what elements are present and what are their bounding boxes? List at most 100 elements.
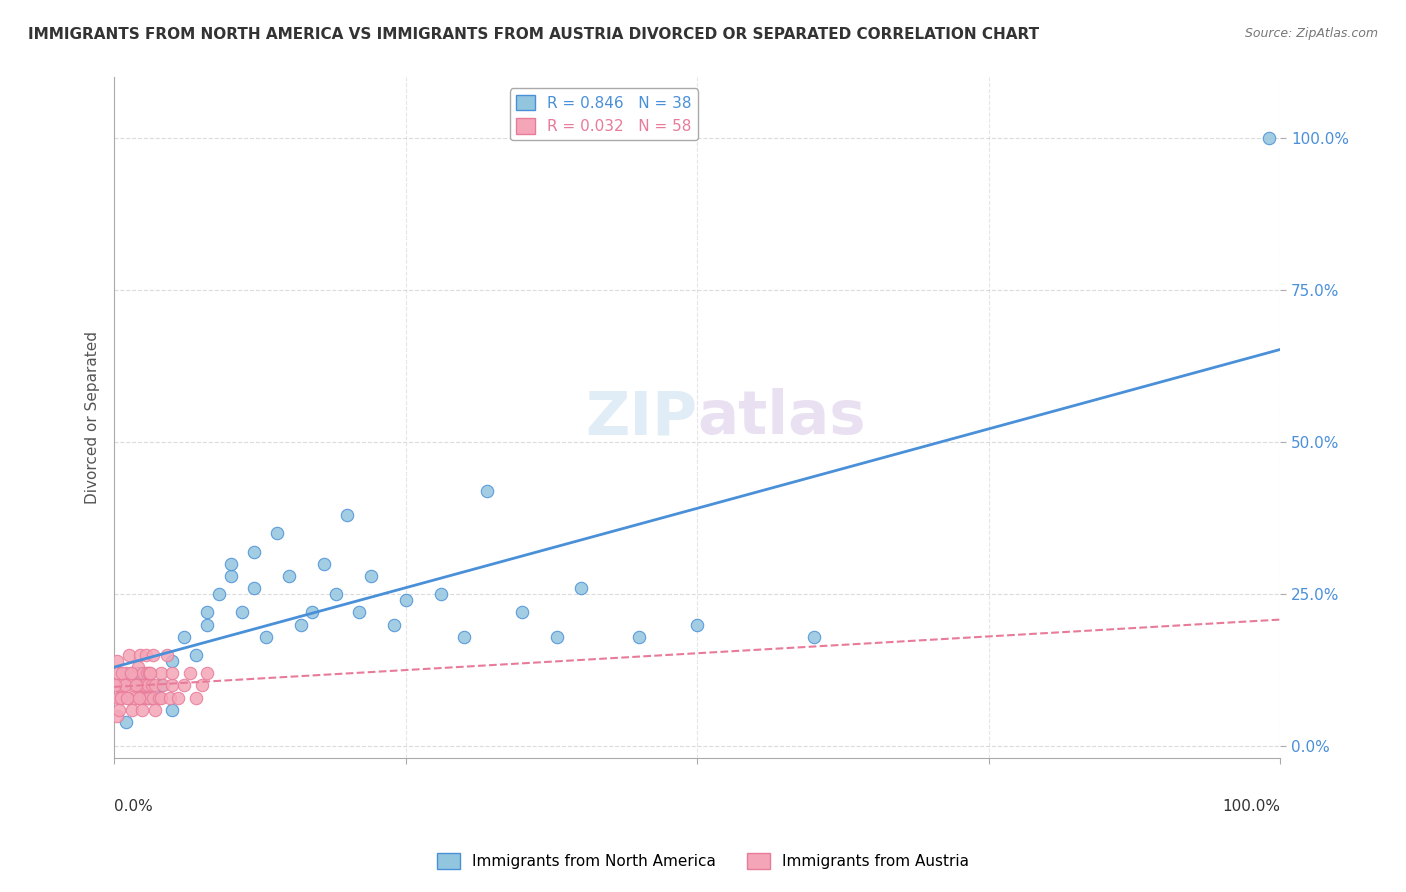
Point: [107, 690, 129, 705]
Point: [118, 648, 141, 662]
Legend: R = 0.846   N = 38, R = 0.032   N = 58: R = 0.846 N = 38, R = 0.032 N = 58: [510, 88, 697, 140]
Point: [121, 666, 143, 681]
Point: [111, 666, 134, 681]
Point: [131, 703, 153, 717]
Point: [159, 690, 181, 705]
Point: [162, 654, 184, 668]
Point: [429, 587, 451, 601]
Point: [219, 569, 242, 583]
Text: Source: ZipAtlas.com: Source: ZipAtlas.com: [1244, 27, 1378, 40]
Text: ZIP: ZIP: [585, 388, 697, 448]
Point: [325, 587, 347, 601]
Point: [127, 660, 149, 674]
Point: [162, 678, 184, 692]
Text: 0.0%: 0.0%: [114, 799, 153, 814]
Point: [314, 557, 336, 571]
Point: [134, 678, 156, 692]
Point: [128, 690, 150, 705]
Point: [121, 678, 143, 692]
Point: [336, 508, 359, 523]
Point: [179, 666, 201, 681]
Point: [149, 690, 172, 705]
Point: [127, 666, 149, 681]
Point: [112, 678, 135, 692]
Point: [803, 630, 825, 644]
Point: [190, 678, 212, 692]
Point: [686, 617, 709, 632]
Point: [254, 630, 277, 644]
Point: [117, 690, 139, 705]
Point: [125, 678, 148, 692]
Point: [243, 544, 266, 558]
Point: [162, 666, 184, 681]
Point: [135, 666, 157, 681]
Point: [142, 690, 165, 705]
Point: [135, 648, 157, 662]
Point: [152, 678, 174, 692]
Point: [129, 678, 152, 692]
Point: [453, 630, 475, 644]
Point: [105, 708, 128, 723]
Point: [219, 557, 242, 571]
Point: [128, 648, 150, 662]
Point: [156, 648, 179, 662]
Point: [184, 648, 207, 662]
Point: [1257, 131, 1279, 145]
Point: [382, 617, 405, 632]
Point: [360, 569, 382, 583]
Point: [347, 606, 370, 620]
Point: [278, 569, 301, 583]
Point: [115, 714, 138, 729]
Point: [138, 666, 160, 681]
Point: [132, 666, 155, 681]
Point: [173, 678, 195, 692]
Point: [208, 587, 231, 601]
Point: [197, 606, 219, 620]
Point: [128, 690, 150, 705]
Text: IMMIGRANTS FROM NORTH AMERICA VS IMMIGRANTS FROM AUSTRIA DIVORCED OR SEPARATED C: IMMIGRANTS FROM NORTH AMERICA VS IMMIGRA…: [28, 27, 1039, 42]
Point: [546, 630, 568, 644]
Y-axis label: Divorced or Separated: Divorced or Separated: [86, 332, 100, 504]
Point: [114, 678, 136, 692]
Point: [197, 617, 219, 632]
Point: [301, 606, 323, 620]
Point: [231, 606, 253, 620]
Point: [184, 690, 207, 705]
Point: [477, 483, 499, 498]
Point: [138, 690, 160, 705]
Point: [135, 690, 157, 705]
Point: [162, 703, 184, 717]
Point: [108, 678, 131, 692]
Point: [173, 630, 195, 644]
Point: [290, 617, 312, 632]
Point: [149, 666, 172, 681]
Point: [124, 690, 146, 705]
Point: [197, 666, 219, 681]
Point: [115, 690, 138, 705]
Point: [148, 690, 170, 705]
Point: [569, 581, 592, 595]
Legend: Immigrants from North America, Immigrants from Austria: Immigrants from North America, Immigrant…: [432, 847, 974, 875]
Point: [167, 690, 190, 705]
Point: [627, 630, 650, 644]
Point: [108, 703, 131, 717]
Point: [121, 703, 143, 717]
Point: [142, 648, 165, 662]
Point: [141, 678, 163, 692]
Point: [115, 666, 138, 681]
Point: [120, 666, 142, 681]
Point: [138, 690, 160, 705]
Point: [132, 690, 155, 705]
Point: [395, 593, 418, 607]
Point: [143, 678, 166, 692]
Point: [243, 581, 266, 595]
Point: [107, 666, 129, 681]
Point: [149, 678, 172, 692]
Point: [136, 678, 159, 692]
Point: [139, 666, 162, 681]
Point: [512, 606, 534, 620]
Point: [143, 703, 166, 717]
Point: [266, 526, 288, 541]
Point: [104, 678, 127, 692]
Point: [110, 690, 132, 705]
